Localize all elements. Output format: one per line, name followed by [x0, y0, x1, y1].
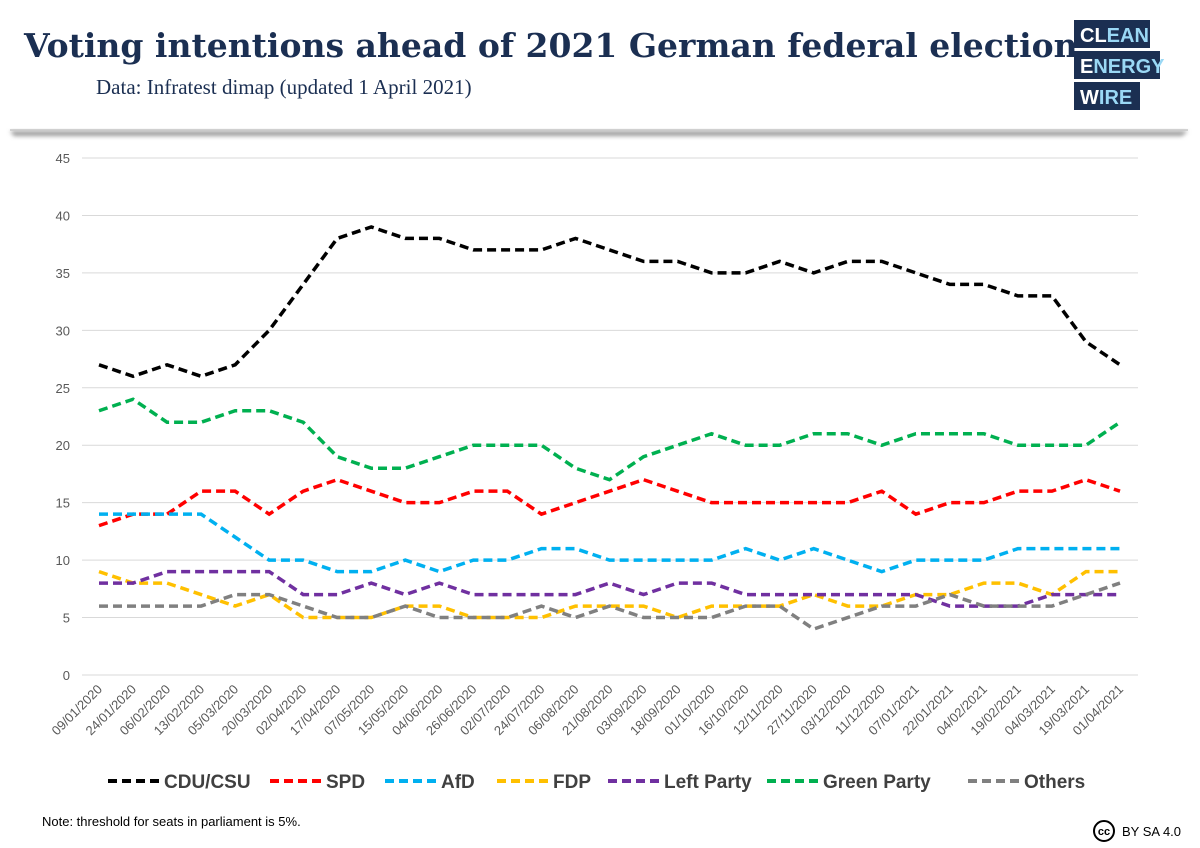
logo-rest: NERGY	[1093, 56, 1165, 78]
y-tick-label: 0	[63, 668, 70, 683]
logo-text: WIRE	[1080, 87, 1132, 109]
legend-label: FDP	[553, 772, 591, 793]
series-line	[99, 512, 1120, 574]
y-tick-label: 10	[56, 553, 70, 568]
legend-label: Left Party	[664, 772, 752, 793]
logo-text: CLEAN	[1080, 25, 1149, 47]
y-tick-label: 25	[56, 381, 70, 396]
note: Note: threshold for seats in parliament …	[42, 814, 301, 829]
logo-lead: W	[1080, 87, 1099, 109]
logo-rest: EAN	[1107, 25, 1149, 47]
series-line	[98, 477, 1121, 528]
legend-label: AfD	[441, 772, 475, 793]
license: BY SA 4.0	[1122, 824, 1181, 839]
y-tick-label: 15	[56, 496, 70, 511]
legend-label: Others	[1024, 772, 1085, 793]
legend-label: CDU/CSU	[164, 772, 251, 793]
legend-label: Green Party	[823, 772, 931, 793]
license-icon	[1093, 820, 1115, 842]
logo-box	[1074, 51, 1160, 79]
logo-text: ENERGY	[1080, 56, 1165, 78]
y-tick-label: 40	[56, 208, 70, 223]
series-line	[98, 397, 1121, 482]
series-line	[98, 225, 1121, 379]
series-line	[99, 569, 1120, 608]
y-tick-label: 45	[56, 151, 70, 166]
logo-lead: E	[1080, 56, 1093, 78]
legend-label: SPD	[326, 772, 365, 793]
y-tick-label: 35	[56, 266, 70, 281]
series-line	[99, 581, 1121, 631]
chart-title: Voting intentions ahead of 2021 German f…	[23, 26, 1089, 65]
chart-subtitle: Data: Infratest dimap (updated 1 April 2…	[96, 75, 472, 99]
header-shadow	[10, 131, 1188, 136]
logo-lead: CL	[1080, 25, 1107, 47]
logo-rest: IRE	[1099, 87, 1132, 109]
y-tick-label: 20	[56, 438, 70, 453]
logo: CLEAN ENERGY WIRE	[1074, 20, 1165, 110]
logo-box	[1074, 20, 1150, 48]
license-icon-text: cc	[1098, 826, 1110, 838]
logo-box	[1074, 82, 1140, 110]
y-tick-label: 30	[56, 323, 70, 338]
y-tick-label: 5	[63, 611, 70, 626]
